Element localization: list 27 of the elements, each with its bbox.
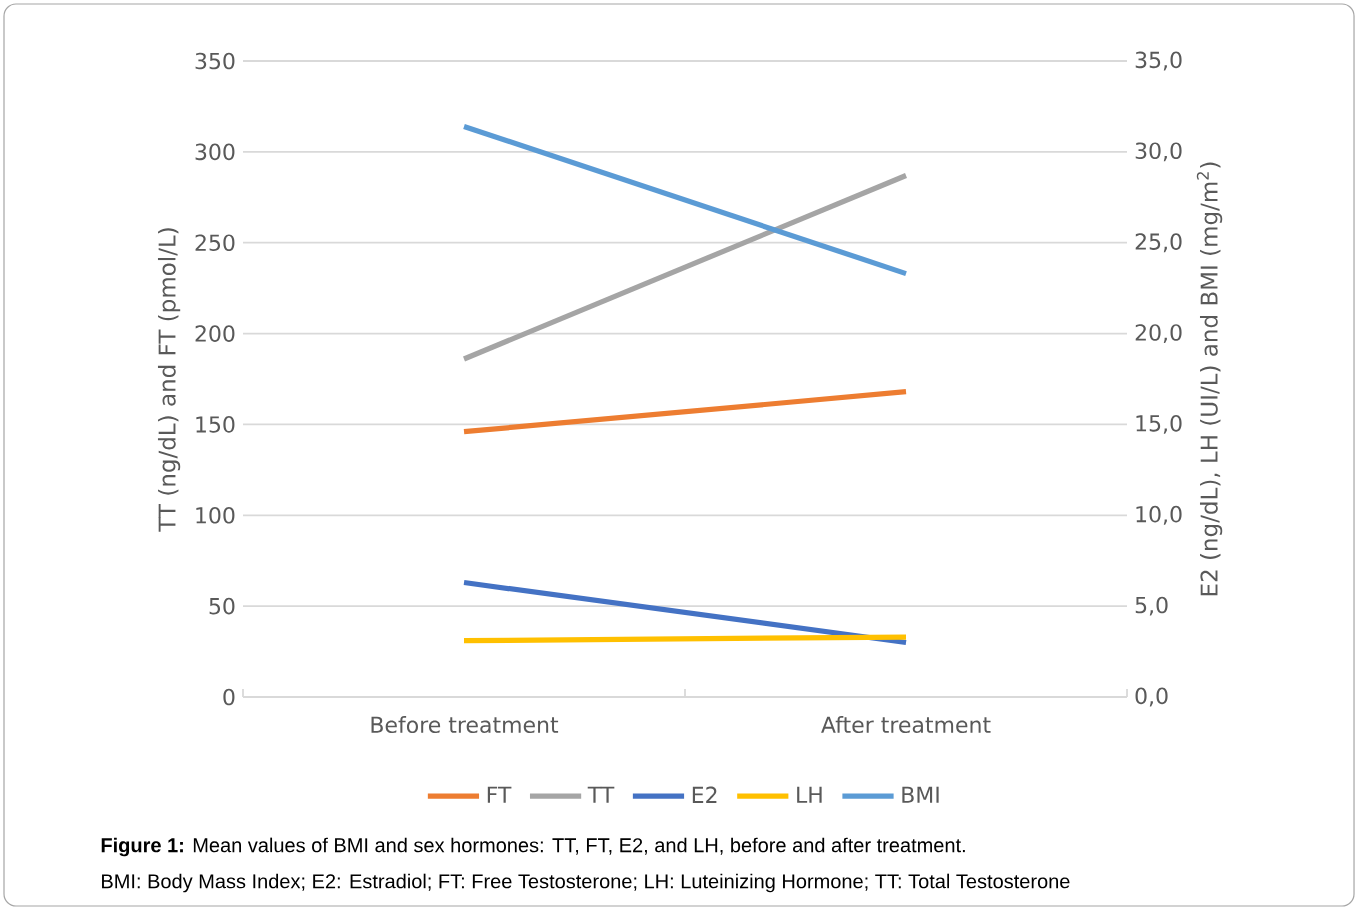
legend-label: FT (487, 786, 512, 803)
y-axis-title: TT (ng/dL) and FT (pmol/L) (157, 228, 181, 532)
y2-tick-label: 35,0 (1135, 51, 1182, 71)
text: Figure 1: Mean values of BMI and sex hormones: TT, FT, E2, and LH, before and after treatment. (101, 837, 965, 857)
y-tick-label: 50 (209, 597, 235, 615)
y-tick-label: 200 (195, 325, 235, 342)
y2-tick-label: 0,0 (1135, 687, 1168, 707)
y-tick-label: 150 (196, 416, 235, 433)
y-tick-label: 0 (223, 688, 235, 706)
x-tick-label: Before treatment (371, 716, 559, 734)
y2-axis-title: E2 (ng/dL), LH (UI/L) and BMI (mg/m$^{2}$) (1196, 162, 1223, 596)
legend-label: E2 (692, 786, 717, 803)
y-tick-label: 250 (195, 234, 235, 252)
y-tick-label: 100 (196, 506, 235, 524)
text: BMI: Body Mass Index; E2: Estradiol; FT: Free Testosterone; LH: Luteinizing Hormone; TT: Total Testosterone (102, 873, 1070, 893)
y2-tick-label: 10,0 (1136, 505, 1182, 525)
y-tick-label: 300 (195, 143, 235, 161)
legend-label: BMI (902, 786, 939, 803)
y-tick-label: 350 (195, 52, 235, 70)
legend-label: TT (587, 786, 615, 803)
y2-tick-label: 5,0 (1135, 596, 1168, 616)
x-tick-label: After treatment (821, 716, 991, 734)
y2-tick-label: 15,0 (1136, 415, 1182, 434)
legend-label: LH (797, 786, 822, 803)
y2-tick-label: 25,0 (1135, 233, 1182, 253)
y2-tick-label: 20,0 (1135, 324, 1182, 343)
y2-tick-label: 30,0 (1135, 142, 1182, 162)
